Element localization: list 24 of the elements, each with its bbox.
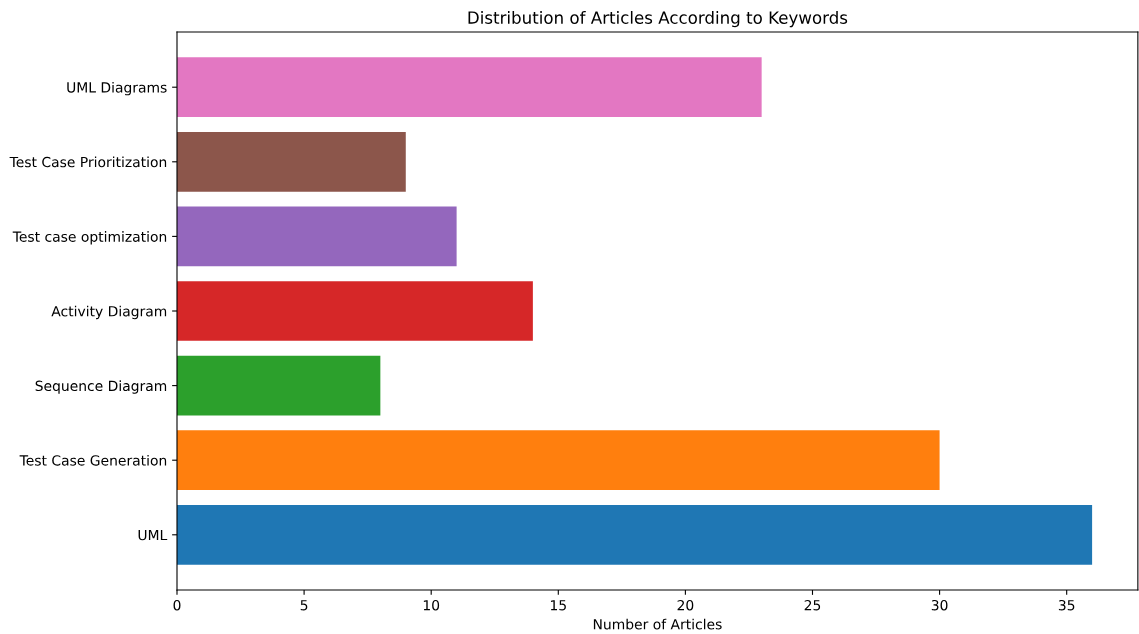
x-tick-label: 35 — [1058, 599, 1075, 611]
bar — [177, 57, 762, 118]
bar — [177, 430, 940, 491]
x-tick-label: 10 — [423, 599, 440, 611]
y-tick-label: Activity Diagram — [51, 305, 167, 320]
bar — [177, 504, 1093, 565]
x-axis-title: Number of Articles — [593, 618, 722, 630]
y-tick-label: Test Case Prioritization — [9, 156, 167, 168]
x-tick-label: 25 — [804, 599, 821, 611]
y-tick-label: Test Case Generation — [19, 454, 167, 466]
x-tick-label: 20 — [677, 599, 694, 611]
bar — [177, 355, 381, 416]
y-tick-label: Sequence Diagram — [35, 380, 167, 394]
x-tick-label: 0 — [173, 599, 181, 611]
chart-title: Distribution of Articles According to Keywords — [468, 11, 848, 28]
bar — [177, 131, 406, 192]
bar — [177, 281, 533, 341]
x-tick-label: 15 — [550, 600, 566, 611]
y-tick-label: UML — [138, 529, 168, 541]
bar — [177, 206, 457, 267]
y-tick-label: UML Diagrams — [67, 81, 167, 96]
x-tick-label: 30 — [931, 599, 948, 611]
x-tick-label: 5 — [300, 600, 308, 611]
y-tick-label: Test case optimization — [12, 231, 167, 245]
